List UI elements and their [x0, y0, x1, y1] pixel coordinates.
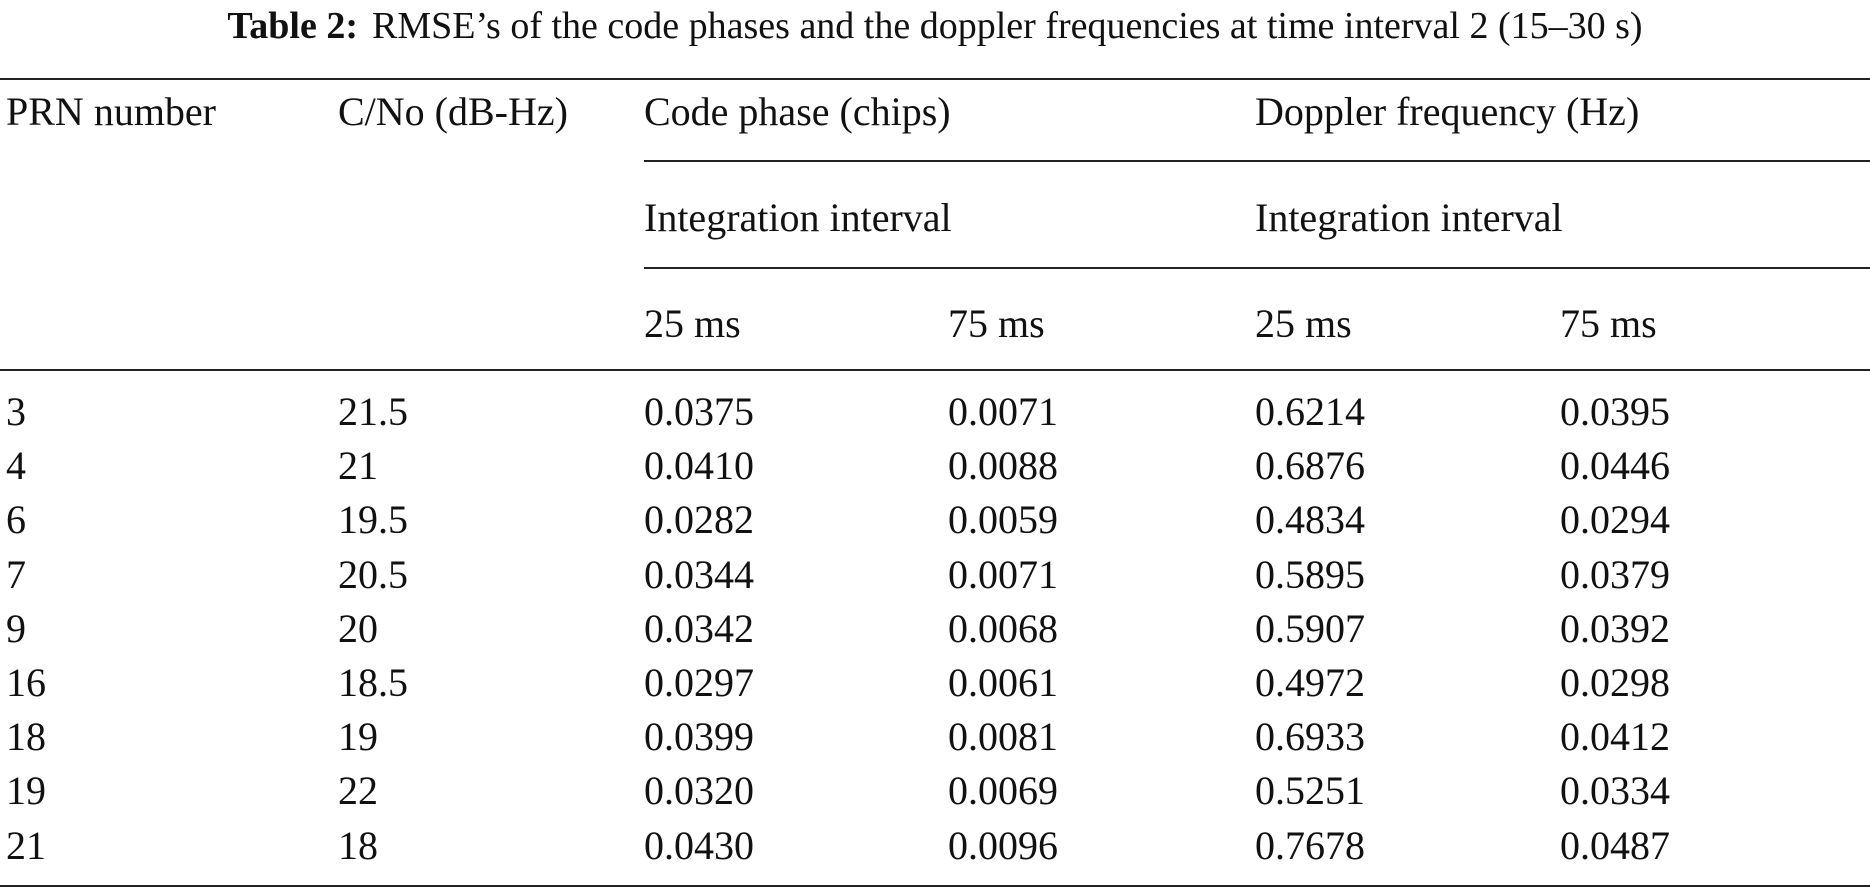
table-cell: 21 — [6, 822, 46, 868]
table-cell: 0.0430 — [644, 822, 754, 868]
table-cell: 0.5907 — [1255, 605, 1365, 651]
table-cell: 0.0071 — [948, 389, 1058, 434]
column-header: C/No (dB-Hz) — [338, 89, 568, 134]
table-cell: 0.4834 — [1255, 497, 1365, 543]
header-rule — [644, 267, 1870, 269]
table-cell: 18.5 — [338, 660, 408, 705]
table-cell: 0.0446 — [1560, 443, 1670, 489]
table-cell: 0.0392 — [1560, 605, 1670, 651]
table-cell: 0.0399 — [644, 714, 754, 760]
table-cell: 0.0059 — [948, 497, 1058, 543]
table-cell: 0.0061 — [948, 660, 1058, 705]
table-cell: 0.0096 — [948, 822, 1058, 868]
table-cell: 0.6876 — [1255, 443, 1365, 489]
table-cell: 0.0298 — [1560, 660, 1670, 705]
table-cell: 0.0375 — [644, 389, 754, 434]
table-cell: 0.0344 — [644, 551, 754, 597]
table-cell: 0.0282 — [644, 497, 754, 543]
table-cell: 0.0320 — [644, 768, 754, 814]
table-cell: 3 — [6, 389, 26, 434]
table-cell: 0.0081 — [948, 714, 1058, 760]
table-cell: 19 — [338, 714, 378, 760]
column-subheader: Integration interval — [644, 195, 952, 240]
table-cell: 0.6214 — [1255, 389, 1365, 434]
table-cell: 0.6933 — [1255, 714, 1365, 760]
caption-text: RMSE’s of the code phases and the dopple… — [372, 5, 1643, 47]
table-cell: 0.0297 — [644, 660, 754, 705]
column-header: Code phase (chips) — [644, 89, 951, 134]
header-rule — [0, 369, 1870, 371]
table-cell: 0.0379 — [1560, 551, 1670, 597]
table-cell: 0.0487 — [1560, 822, 1670, 868]
table-cell: 0.0068 — [948, 605, 1058, 651]
table-cell: 16 — [6, 660, 46, 705]
table-cell: 4 — [6, 443, 26, 489]
table-cell: 0.0410 — [644, 443, 754, 489]
table-cell: 0.0342 — [644, 605, 754, 651]
table-cell: 0.0088 — [948, 443, 1058, 489]
table-cell: 18 — [6, 714, 46, 760]
header-rule — [644, 160, 1870, 162]
top-rule — [0, 78, 1870, 80]
unit-header: 75 ms — [948, 301, 1045, 346]
table-cell: 19.5 — [338, 497, 408, 543]
table-cell: 0.0294 — [1560, 497, 1670, 543]
table-cell: 0.7678 — [1255, 822, 1365, 868]
table-cell: 21 — [338, 443, 378, 489]
column-header: PRN number — [6, 89, 216, 134]
table-cell: 0.5251 — [1255, 768, 1365, 814]
unit-header: 25 ms — [1255, 301, 1352, 346]
table-cell: 0.5895 — [1255, 551, 1365, 597]
table-cell: 0.0412 — [1560, 714, 1670, 760]
table-cell: 18 — [338, 822, 378, 868]
table-cell: 22 — [338, 768, 378, 814]
table-cell: 0.0071 — [948, 551, 1058, 597]
table-cell: 21.5 — [338, 389, 408, 434]
table-cell: 7 — [6, 551, 26, 597]
column-header: Doppler frequency (Hz) — [1255, 89, 1640, 134]
caption: Table 2: RMSE’s of the code phases and th… — [0, 2, 1870, 50]
table-cell: 19 — [6, 768, 46, 814]
unit-header: 75 ms — [1560, 301, 1657, 346]
table-cell: 6 — [6, 497, 26, 543]
table-cell: 20.5 — [338, 551, 408, 597]
table-cell: 0.4972 — [1255, 660, 1365, 705]
caption-label: Table 2: — [227, 5, 358, 47]
table-cell: 0.0069 — [948, 768, 1058, 814]
column-subheader: Integration interval — [1255, 195, 1563, 240]
table-cell: 0.0334 — [1560, 768, 1670, 814]
bottom-rule — [0, 885, 1870, 887]
table-cell: 20 — [338, 605, 378, 651]
table-cell: 9 — [6, 605, 26, 651]
table-cell: 0.0395 — [1560, 389, 1670, 434]
unit-header: 25 ms — [644, 301, 741, 346]
